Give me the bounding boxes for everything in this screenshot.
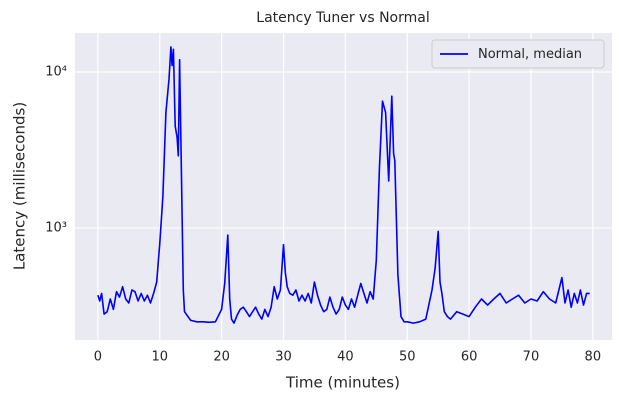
x-tick-label: 10: [151, 350, 168, 365]
x-tick-label: 50: [399, 350, 416, 365]
plot-area: [75, 33, 612, 340]
x-axis-label: Time (minutes): [285, 374, 400, 392]
x-tick-label: 70: [523, 350, 540, 365]
x-tick-label: 30: [275, 350, 292, 365]
y-tick-label: 10³: [45, 220, 67, 235]
legend-label: Normal, median: [478, 47, 582, 62]
x-tick-label: 60: [461, 350, 478, 365]
x-tick-label: 80: [585, 350, 602, 365]
line-series: [97, 46, 590, 324]
x-tick-label: 20: [213, 350, 230, 365]
x-tick-label: 40: [337, 350, 354, 365]
chart-title: Latency Tuner vs Normal: [256, 10, 429, 26]
y-axis-label: Latency (milliseconds): [11, 102, 29, 270]
y-tick-label: 10⁴: [45, 65, 67, 80]
legend-box: [431, 39, 605, 69]
x-tick-label: 0: [94, 350, 102, 365]
